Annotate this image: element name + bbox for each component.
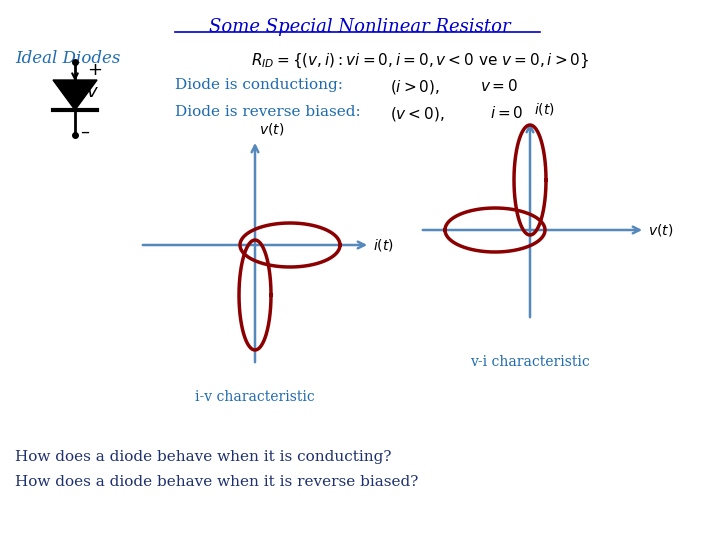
Text: $i = 0$: $i = 0$ (490, 105, 523, 121)
Text: $v(t)$: $v(t)$ (648, 222, 673, 238)
Text: v-i characteristic: v-i characteristic (470, 355, 590, 369)
Text: Ideal Diodes: Ideal Diodes (15, 50, 120, 67)
Text: $i(t)$: $i(t)$ (373, 237, 394, 253)
Text: $i(t)$: $i(t)$ (534, 101, 555, 117)
Text: –: – (80, 123, 89, 141)
Text: Some Special Nonlinear Resistor: Some Special Nonlinear Resistor (210, 18, 510, 36)
Text: $v(t)$: $v(t)$ (259, 121, 284, 137)
Text: Diode is conductiong:: Diode is conductiong: (175, 78, 343, 92)
Text: i-v characteristic: i-v characteristic (195, 390, 315, 404)
Polygon shape (53, 80, 97, 110)
Text: +: + (87, 61, 102, 79)
Text: Diode is reverse biased:: Diode is reverse biased: (175, 105, 361, 119)
Text: $R_{ID}=\{(v,i):vi=0,i=0,v<0\ \mathrm{ve}\ v=0,i>0\}$: $R_{ID}=\{(v,i):vi=0,i=0,v<0\ \mathrm{ve… (251, 52, 589, 70)
Text: How does a diode behave when it is reverse biased?: How does a diode behave when it is rever… (15, 475, 418, 489)
Text: $v = 0$: $v = 0$ (480, 78, 518, 94)
Text: $(v < 0),$: $(v < 0),$ (390, 105, 445, 123)
Text: $(i > 0),$: $(i > 0),$ (390, 78, 440, 96)
Text: v: v (87, 83, 98, 101)
Text: How does a diode behave when it is conducting?: How does a diode behave when it is condu… (15, 450, 392, 464)
